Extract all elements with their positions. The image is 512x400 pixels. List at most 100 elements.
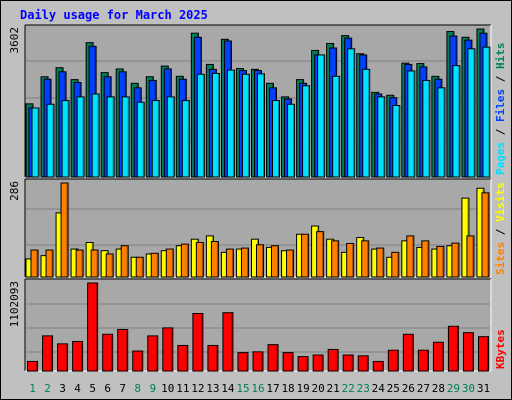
bar-sites-day-8 [135,256,144,278]
legend-kbytes: KBytes [494,329,507,369]
x-tick-day-8: 8 [134,382,141,395]
bar-sites-day-19 [301,233,310,278]
bar-kbytes-day-13 [207,344,219,372]
bar-pages-day-16 [256,73,265,178]
bar-kbytes-day-9 [147,335,159,372]
y-max-label-kbytes: 1102093 [8,281,21,327]
x-tick-day-30: 30 [462,382,475,395]
bar-sites-day-28 [436,245,445,278]
bar-pages-day-21 [332,75,341,178]
chart-title: Daily usage for March 2025 [20,8,208,22]
x-tick-day-21: 21 [327,382,340,395]
x-tick-day-29: 29 [447,382,460,395]
bar-pages-day-13 [211,72,220,178]
bar-sites-day-25 [391,251,400,278]
bar-sites-day-14 [225,248,234,278]
bar-pages-day-29 [452,65,461,178]
bar-sites-day-22 [346,242,355,278]
bar-pages-day-31 [482,46,491,178]
bar-kbytes-day-29 [447,325,459,372]
bar-kbytes-day-3 [57,343,69,372]
x-tick-day-3: 3 [59,382,66,395]
bar-kbytes-day-22 [342,354,354,372]
bar-pages-day-17 [272,100,281,178]
legend-visits: Visits [494,182,507,222]
x-tick-day-25: 25 [387,382,400,395]
bar-sites-day-9 [150,252,159,278]
bar-kbytes-day-17 [267,344,279,372]
bar-pages-day-24 [377,96,386,178]
bar-kbytes-day-30 [462,332,474,372]
bar-kbytes-day-5 [87,282,99,372]
bar-pages-day-26 [407,70,416,178]
bar-kbytes-day-4 [72,340,84,372]
bar-pages-day-30 [467,48,476,178]
bar-pages-day-9 [151,100,160,178]
bar-sites-day-3 [60,182,69,278]
bar-sites-day-10 [165,248,174,278]
bar-kbytes-day-2 [42,335,54,372]
bar-pages-day-20 [317,54,326,178]
bar-kbytes-day-18 [282,352,294,372]
bar-pages-day-2 [46,103,55,178]
x-tick-day-9: 9 [149,382,156,395]
bar-sites-day-2 [45,249,54,278]
legend-separator: / [494,222,507,242]
legend-separator: / [494,122,507,142]
bar-kbytes-day-14 [222,312,234,372]
bar-kbytes-day-21 [327,348,339,372]
x-tick-day-27: 27 [417,382,430,395]
bar-sites-day-20 [316,231,325,278]
bar-sites-day-26 [406,235,415,278]
bar-pages-day-25 [392,105,401,178]
bar-pages-day-27 [422,79,431,178]
bar-kbytes-day-31 [477,336,489,372]
bar-pages-day-6 [106,96,115,178]
legend-files: Files [494,89,507,122]
bar-sites-day-21 [331,240,340,278]
bar-kbytes-day-27 [417,349,429,372]
legend-sites: Sites [494,242,507,275]
bar-sites-day-4 [75,249,84,278]
bar-sites-day-16 [255,244,264,278]
bar-pages-day-14 [226,69,235,178]
x-tick-day-12: 12 [191,382,204,395]
legend-hits: Hits [494,43,507,70]
bar-kbytes-day-26 [402,333,414,372]
bar-kbytes-day-19 [297,356,309,372]
x-tick-day-19: 19 [296,382,309,395]
legend-hits-files-pages: Pages / Files / Hits [494,43,507,176]
x-tick-day-14: 14 [221,382,235,395]
bar-sites-day-27 [421,240,430,278]
x-tick-day-31: 31 [477,382,490,395]
bar-kbytes-day-16 [252,351,264,372]
bar-sites-day-11 [180,243,189,278]
bar-pages-day-1 [31,107,40,178]
bar-sites-day-12 [195,241,204,278]
bar-kbytes-day-24 [372,360,384,372]
bar-kbytes-day-1 [27,360,39,372]
legend-separator: / [494,69,507,89]
bar-pages-day-10 [166,96,175,178]
bar-pages-day-23 [362,68,371,178]
x-tick-day-5: 5 [89,382,96,395]
x-tick-day-23: 23 [357,382,370,395]
x-tick-day-22: 22 [342,382,355,395]
legend-visits-sites: Sites / Visits [494,182,507,275]
bar-sites-day-1 [30,249,39,278]
x-tick-day-4: 4 [74,382,81,395]
legend-kbytes: KBytes [494,329,507,369]
bar-sites-day-31 [481,192,490,278]
x-tick-day-26: 26 [402,382,415,395]
x-tick-day-7: 7 [119,382,126,395]
bar-kbytes-day-12 [192,313,204,372]
bar-pages-day-8 [136,101,145,178]
bar-sites-day-13 [210,241,219,278]
bar-pages-day-22 [347,48,356,178]
x-tick-day-1: 1 [29,382,36,395]
bar-kbytes-day-20 [312,354,324,372]
bar-kbytes-day-28 [432,341,444,372]
bar-pages-day-4 [76,96,85,178]
y-max-label-hits-files-pages: 3602 [8,27,21,54]
